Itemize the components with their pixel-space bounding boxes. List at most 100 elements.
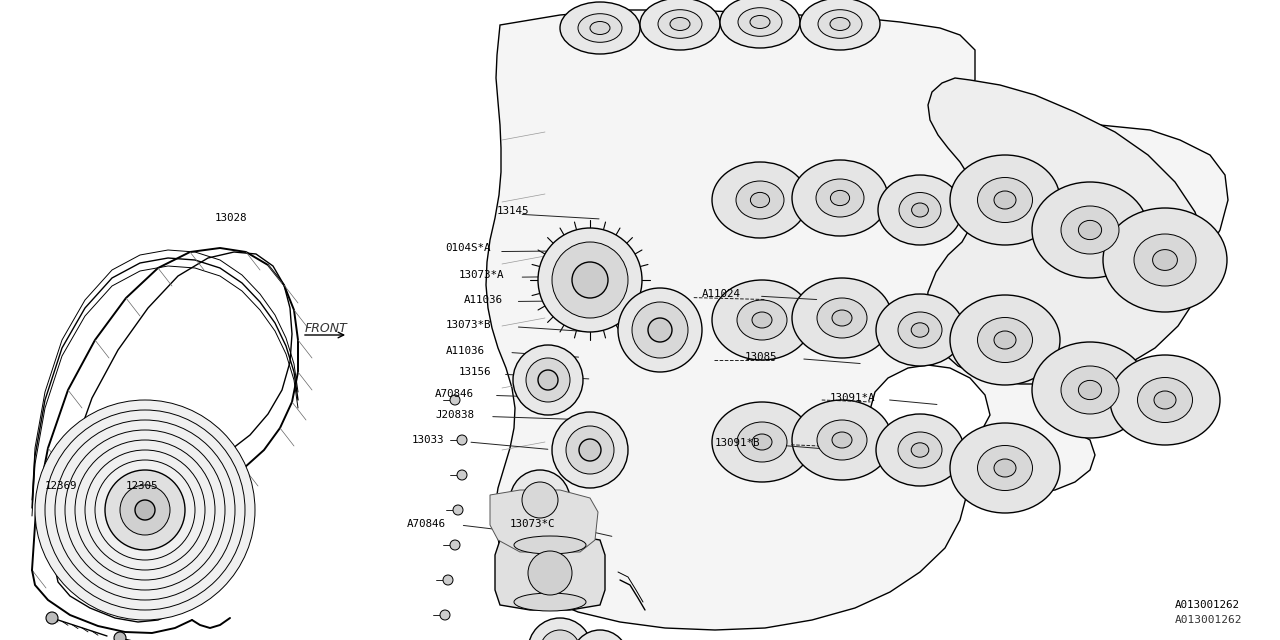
Circle shape <box>440 610 451 620</box>
Circle shape <box>114 632 125 640</box>
Ellipse shape <box>792 278 892 358</box>
Circle shape <box>529 618 591 640</box>
Ellipse shape <box>712 162 808 238</box>
Ellipse shape <box>876 414 964 486</box>
Circle shape <box>513 345 582 415</box>
Ellipse shape <box>1134 234 1196 286</box>
Text: 13085: 13085 <box>745 352 777 362</box>
Text: 13033: 13033 <box>412 435 444 445</box>
Ellipse shape <box>995 191 1016 209</box>
Text: 13156: 13156 <box>458 367 490 378</box>
Ellipse shape <box>712 280 812 360</box>
Circle shape <box>65 430 225 590</box>
Circle shape <box>443 575 453 585</box>
Text: A70846: A70846 <box>407 518 445 529</box>
Ellipse shape <box>658 10 701 38</box>
Text: 13091*B: 13091*B <box>714 438 760 448</box>
Ellipse shape <box>899 432 942 468</box>
Text: A013001262: A013001262 <box>1175 615 1243 625</box>
Ellipse shape <box>950 295 1060 385</box>
Ellipse shape <box>978 317 1033 362</box>
Polygon shape <box>486 10 1228 630</box>
Circle shape <box>648 318 672 342</box>
Ellipse shape <box>800 0 881 50</box>
Circle shape <box>552 412 628 488</box>
Ellipse shape <box>1110 355 1220 445</box>
Ellipse shape <box>515 593 586 611</box>
Ellipse shape <box>736 181 783 219</box>
Text: A11024: A11024 <box>701 289 740 300</box>
Ellipse shape <box>978 445 1033 490</box>
Ellipse shape <box>911 443 929 457</box>
Circle shape <box>76 440 215 580</box>
Ellipse shape <box>831 190 850 205</box>
Ellipse shape <box>753 434 772 450</box>
Circle shape <box>457 435 467 445</box>
Text: A11036: A11036 <box>463 294 502 305</box>
Ellipse shape <box>899 193 941 227</box>
Ellipse shape <box>899 312 942 348</box>
Circle shape <box>134 500 155 520</box>
Circle shape <box>526 358 570 402</box>
Text: 12305: 12305 <box>125 481 157 492</box>
Circle shape <box>566 426 614 474</box>
Ellipse shape <box>911 203 928 217</box>
Circle shape <box>105 470 186 550</box>
Text: J20838: J20838 <box>435 410 474 420</box>
Polygon shape <box>490 490 598 552</box>
Circle shape <box>632 302 689 358</box>
Circle shape <box>529 551 572 595</box>
Ellipse shape <box>817 420 867 460</box>
Ellipse shape <box>669 17 690 31</box>
Circle shape <box>538 370 558 390</box>
Ellipse shape <box>737 300 787 340</box>
Circle shape <box>84 450 205 570</box>
Ellipse shape <box>792 400 892 480</box>
Ellipse shape <box>832 432 852 448</box>
Circle shape <box>35 400 255 620</box>
Circle shape <box>120 485 170 535</box>
Ellipse shape <box>750 193 769 207</box>
Ellipse shape <box>978 177 1033 223</box>
Ellipse shape <box>876 294 964 366</box>
Ellipse shape <box>911 323 929 337</box>
Circle shape <box>522 482 558 518</box>
Ellipse shape <box>950 155 1060 245</box>
Ellipse shape <box>829 17 850 31</box>
Circle shape <box>579 439 602 461</box>
Ellipse shape <box>1103 208 1228 312</box>
Ellipse shape <box>818 10 861 38</box>
Text: 13028: 13028 <box>215 212 247 223</box>
Text: 13073*B: 13073*B <box>445 320 492 330</box>
Circle shape <box>572 630 628 640</box>
Ellipse shape <box>590 22 611 35</box>
Ellipse shape <box>792 160 888 236</box>
Circle shape <box>46 612 58 624</box>
Text: 0104S*A: 0104S*A <box>445 243 492 253</box>
Text: FRONT: FRONT <box>305 321 348 335</box>
Ellipse shape <box>832 310 852 326</box>
Ellipse shape <box>1079 220 1102 239</box>
Ellipse shape <box>1079 380 1102 399</box>
Ellipse shape <box>640 0 719 50</box>
Circle shape <box>451 540 460 550</box>
Ellipse shape <box>1061 206 1119 254</box>
Ellipse shape <box>739 8 782 36</box>
Ellipse shape <box>712 402 812 482</box>
Ellipse shape <box>750 15 771 29</box>
Circle shape <box>538 228 643 332</box>
Circle shape <box>453 505 463 515</box>
Circle shape <box>451 395 460 405</box>
Text: A70846: A70846 <box>435 388 474 399</box>
Ellipse shape <box>1032 182 1148 278</box>
Ellipse shape <box>995 459 1016 477</box>
Text: 13073*C: 13073*C <box>509 518 556 529</box>
Text: 13073*A: 13073*A <box>458 270 504 280</box>
Circle shape <box>457 470 467 480</box>
Ellipse shape <box>878 175 963 245</box>
Ellipse shape <box>561 2 640 54</box>
Text: A11036: A11036 <box>445 346 484 356</box>
Text: 12369: 12369 <box>45 481 77 492</box>
Ellipse shape <box>1032 342 1148 438</box>
Ellipse shape <box>1155 391 1176 409</box>
